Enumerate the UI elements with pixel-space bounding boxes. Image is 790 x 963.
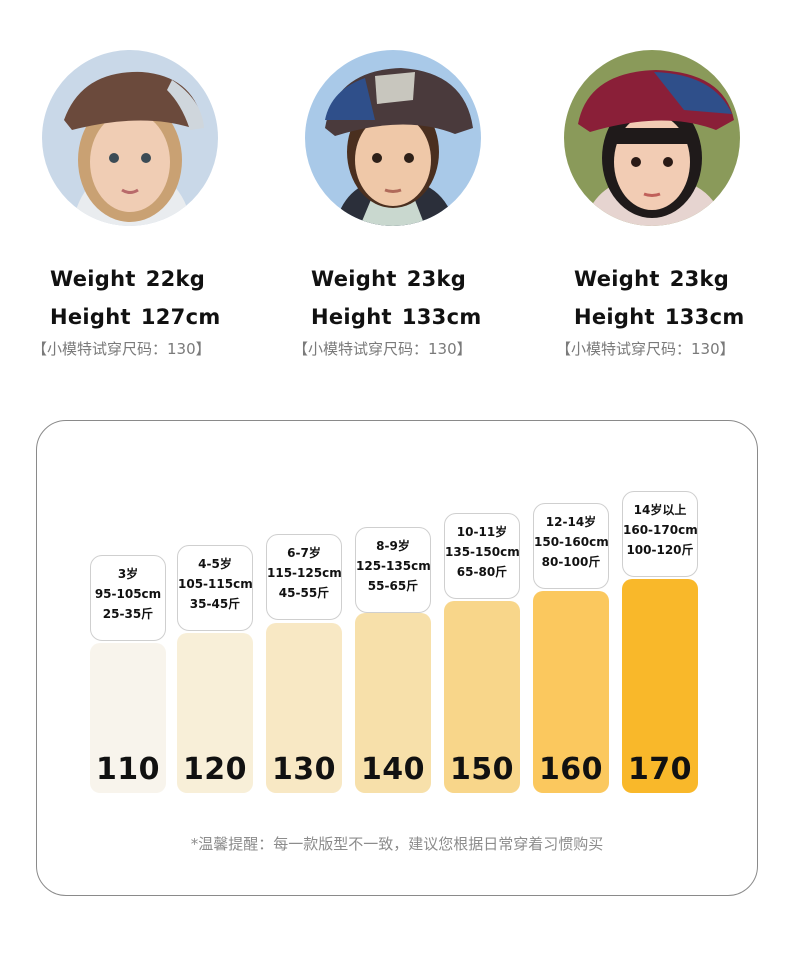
weight-line: Weight 22kg xyxy=(50,260,310,298)
size-info-box: 14岁以上 160-170cm 100-120斤 xyxy=(622,491,698,577)
size-bar: 150 xyxy=(444,601,520,793)
height-label: Height xyxy=(311,305,392,329)
size-chart-card: 3岁 95-105cm 25-35斤 110 4-5岁 105-115cm 35… xyxy=(36,420,758,896)
size-bar: 160 xyxy=(533,591,609,793)
weight-value: 22kg xyxy=(145,267,206,291)
model-stats: Weight 23kg Height 133cm xyxy=(574,260,790,336)
weight-line: Weight 23kg xyxy=(574,260,790,298)
height-range: 150-160cm xyxy=(534,535,609,549)
trial-size: 【小模特试穿尺码：130】 xyxy=(556,340,735,358)
height-value: 133cm xyxy=(664,305,745,329)
age-range: 6-7岁 xyxy=(287,546,321,560)
trial-size: 【小模特试穿尺码：130】 xyxy=(32,340,211,358)
weight-range: 25-35斤 xyxy=(102,607,154,621)
weight-label: Weight xyxy=(574,267,660,291)
model-photo xyxy=(305,50,481,226)
weight-label: Weight xyxy=(311,267,397,291)
trial-size: 【小模特试穿尺码：130】 xyxy=(293,340,472,358)
height-range: 160-170cm xyxy=(623,523,698,537)
size-label: 130 xyxy=(271,752,337,787)
height-range: 115-125cm xyxy=(267,566,342,580)
height-value: 133cm xyxy=(401,305,482,329)
age-range: 12-14岁 xyxy=(545,515,597,529)
size-label: 120 xyxy=(182,752,248,787)
model-photo xyxy=(564,50,740,226)
size-bar: 170 xyxy=(622,579,698,793)
weight-range: 65-80斤 xyxy=(456,565,508,579)
age-range: 8-9岁 xyxy=(376,539,410,553)
height-label: Height xyxy=(50,305,131,329)
height-range: 95-105cm xyxy=(94,587,162,601)
weight-label: Weight xyxy=(50,267,136,291)
height-value: 127cm xyxy=(140,305,221,329)
fit-tip: *温馨提醒：每一款版型不一致，建议您根据日常穿着习惯购买 xyxy=(190,835,604,853)
model-photo xyxy=(42,50,218,226)
height-range: 125-135cm xyxy=(356,559,431,573)
height-range: 135-150cm xyxy=(445,545,520,559)
size-info-box: 3岁 95-105cm 25-35斤 xyxy=(90,555,166,641)
size-bar: 140 xyxy=(355,613,431,793)
weight-value: 23kg xyxy=(406,267,467,291)
height-range: 105-115cm xyxy=(178,577,253,591)
size-label: 160 xyxy=(538,752,604,787)
size-label: 170 xyxy=(627,752,693,787)
size-info-box: 6-7岁 115-125cm 45-55斤 xyxy=(266,534,342,620)
model-stats: Weight 22kg Height 127cm xyxy=(50,260,310,336)
weight-range: 55-65斤 xyxy=(367,579,419,593)
size-info-box: 4-5岁 105-115cm 35-45斤 xyxy=(177,545,253,631)
size-info-box: 12-14岁 150-160cm 80-100斤 xyxy=(533,503,609,589)
size-bar: 120 xyxy=(177,633,253,793)
size-bar: 130 xyxy=(266,623,342,793)
age-range: 3岁 xyxy=(117,567,139,581)
hat-icon xyxy=(64,71,202,130)
height-label: Height xyxy=(574,305,655,329)
size-info-box: 10-11岁 135-150cm 65-80斤 xyxy=(444,513,520,599)
weight-range: 35-45斤 xyxy=(189,597,241,611)
weight-range: 45-55斤 xyxy=(278,586,330,600)
size-bar: 110 xyxy=(90,643,166,793)
weight-range: 100-120斤 xyxy=(626,543,694,557)
age-range: 14岁以上 xyxy=(633,503,687,517)
size-label: 140 xyxy=(360,752,426,787)
age-range: 4-5岁 xyxy=(198,557,232,571)
size-label: 150 xyxy=(449,752,515,787)
weight-range: 80-100斤 xyxy=(541,555,601,569)
age-range: 10-11岁 xyxy=(456,525,508,539)
model-stats: Weight 23kg Height 133cm xyxy=(311,260,571,336)
height-line: Height 133cm xyxy=(311,298,571,336)
weight-line: Weight 23kg xyxy=(311,260,571,298)
weight-value: 23kg xyxy=(669,267,730,291)
height-line: Height 133cm xyxy=(574,298,790,336)
height-line: Height 127cm xyxy=(50,298,310,336)
size-label: 110 xyxy=(95,752,161,787)
size-info-box: 8-9岁 125-135cm 55-65斤 xyxy=(355,527,431,613)
